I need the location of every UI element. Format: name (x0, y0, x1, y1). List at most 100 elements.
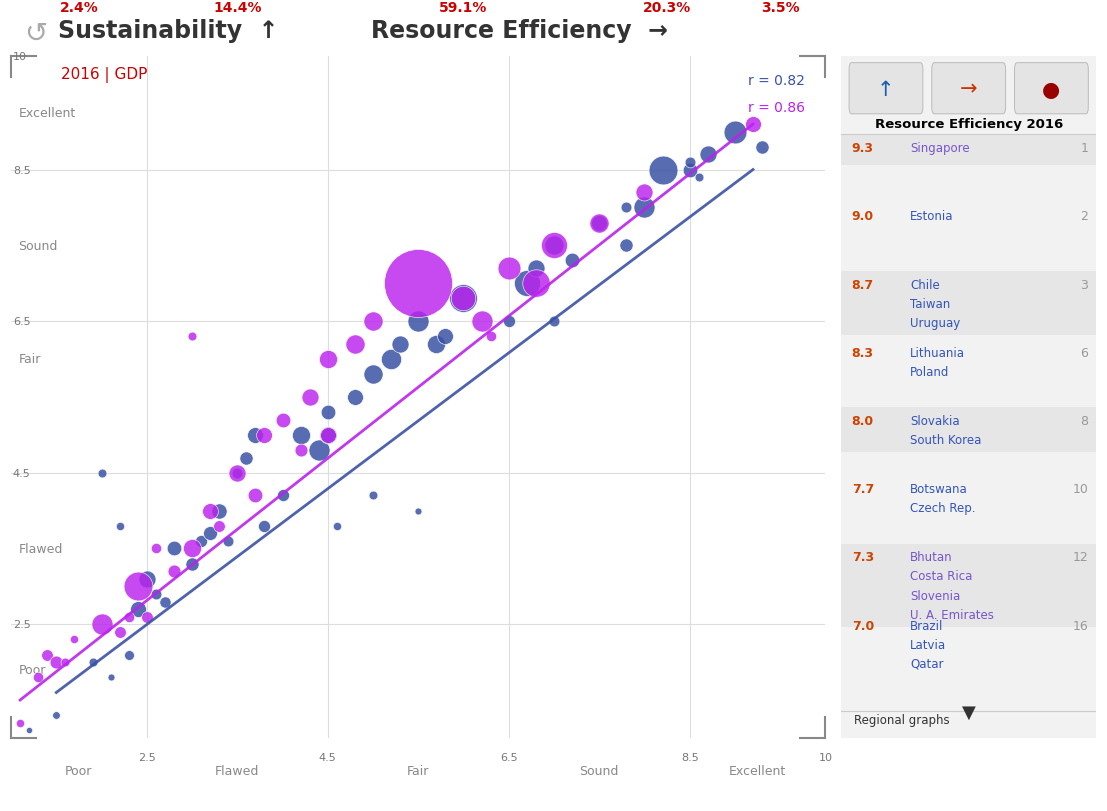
Point (618, 202, 635, 215)
Point (527, 262, 545, 275)
Text: 8.3%: 8.3% (844, 542, 882, 556)
Point (473, 315, 490, 328)
Text: 10: 10 (13, 52, 27, 62)
Text: 8.0: 8.0 (851, 414, 873, 427)
Text: 3.5%: 3.5% (761, 1, 799, 15)
Text: 6.5: 6.5 (13, 317, 31, 327)
Point (328, 520, 345, 533)
Point (147, 588, 165, 601)
Text: r = 0.82: r = 0.82 (748, 74, 805, 88)
Text: 8.7: 8.7 (851, 278, 873, 291)
Point (319, 406, 337, 419)
Point (93, 618, 111, 631)
Point (228, 466, 246, 479)
Point (382, 353, 400, 366)
Point (590, 217, 608, 230)
Text: Flawed: Flawed (19, 543, 63, 556)
Point (111, 625, 128, 638)
Text: Costa Rica: Costa Rica (910, 570, 973, 583)
Point (93, 466, 111, 479)
Point (410, 277, 427, 290)
Point (482, 330, 499, 343)
Point (111, 520, 128, 533)
Text: 4.5: 4.5 (319, 752, 337, 762)
Text: 9.0: 9.0 (851, 210, 873, 223)
Point (527, 277, 545, 290)
Point (128, 603, 146, 616)
Point (346, 338, 364, 351)
Point (455, 293, 473, 306)
Point (183, 330, 200, 343)
Point (138, 611, 156, 624)
Text: Sustainability  ↑: Sustainability ↑ (58, 19, 278, 43)
Point (699, 148, 716, 161)
Point (635, 202, 653, 215)
Point (183, 557, 200, 570)
Point (364, 368, 382, 381)
Text: Sound: Sound (580, 765, 619, 778)
Point (11, 716, 29, 729)
Text: Fair: Fair (407, 765, 430, 778)
Point (681, 164, 699, 177)
Text: 4.5: 4.5 (13, 468, 31, 478)
Point (193, 534, 210, 547)
Point (120, 648, 137, 661)
Text: 7.0: 7.0 (851, 619, 873, 632)
Bar (841, 408, 1096, 453)
Point (301, 391, 319, 404)
Text: 6: 6 (1080, 346, 1088, 359)
Point (128, 580, 146, 593)
Point (319, 429, 337, 442)
Point (618, 239, 635, 252)
Point (201, 527, 219, 540)
Point (427, 338, 445, 351)
Point (654, 164, 672, 177)
Text: ▼: ▼ (962, 703, 975, 721)
Point (39, 648, 56, 661)
Point (165, 543, 183, 556)
Point (48, 709, 65, 722)
Point (165, 565, 183, 578)
Text: South Korea: South Korea (910, 434, 982, 447)
Text: Poland: Poland (910, 366, 950, 379)
Text: ↑: ↑ (877, 79, 894, 100)
Text: r = 0.86: r = 0.86 (748, 101, 805, 115)
Text: Botswana: Botswana (910, 483, 968, 496)
Point (256, 520, 273, 533)
Point (364, 315, 382, 328)
Point (183, 543, 200, 556)
Point (319, 429, 337, 442)
Point (292, 444, 310, 457)
Text: 2: 2 (1080, 210, 1088, 223)
Point (20, 724, 38, 737)
Text: Slovakia: Slovakia (910, 414, 960, 427)
Text: 16: 16 (1073, 619, 1088, 632)
Point (138, 573, 156, 586)
Point (545, 239, 562, 252)
Point (210, 504, 228, 517)
Text: 36.9%: 36.9% (844, 353, 891, 367)
Text: Excellent: Excellent (728, 765, 786, 778)
Text: Uruguay: Uruguay (910, 316, 961, 329)
Point (744, 118, 762, 131)
FancyBboxPatch shape (849, 63, 923, 114)
Text: 8.3: 8.3 (851, 346, 873, 359)
Point (65, 633, 83, 646)
Text: Brazil: Brazil (910, 619, 943, 632)
Point (319, 353, 337, 366)
Text: Sound: Sound (19, 239, 58, 252)
Text: Estonia: Estonia (910, 210, 953, 223)
Point (30, 671, 48, 684)
Point (346, 391, 364, 404)
Bar (841, 272, 1096, 336)
Point (455, 293, 473, 306)
Point (726, 126, 744, 139)
Point (219, 534, 237, 547)
Point (391, 338, 408, 351)
FancyBboxPatch shape (932, 63, 1005, 114)
Point (500, 315, 518, 328)
Text: Flawed: Flawed (215, 765, 259, 778)
Point (500, 262, 518, 275)
Point (238, 452, 256, 465)
Point (228, 466, 246, 479)
